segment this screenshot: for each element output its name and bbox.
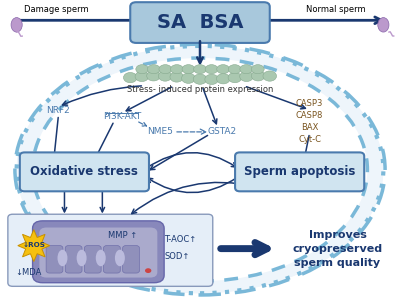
FancyBboxPatch shape (104, 246, 120, 273)
Circle shape (145, 268, 151, 273)
Ellipse shape (182, 65, 195, 74)
Ellipse shape (194, 65, 206, 74)
Ellipse shape (228, 72, 242, 83)
Ellipse shape (182, 73, 195, 83)
FancyBboxPatch shape (235, 152, 364, 191)
Text: T-AOC↑: T-AOC↑ (164, 235, 196, 244)
Ellipse shape (240, 65, 253, 74)
Ellipse shape (11, 18, 22, 32)
FancyBboxPatch shape (130, 2, 270, 43)
Ellipse shape (205, 65, 218, 74)
Ellipse shape (216, 74, 230, 84)
FancyBboxPatch shape (46, 246, 63, 273)
Ellipse shape (58, 250, 68, 266)
Text: Sperm apoptosis: Sperm apoptosis (244, 165, 355, 178)
Text: Improves
cryopreserved
sperm quality: Improves cryopreserved sperm quality (292, 230, 382, 268)
Text: Oxidative stress: Oxidative stress (30, 165, 138, 178)
FancyBboxPatch shape (32, 221, 164, 283)
Polygon shape (18, 230, 50, 261)
FancyBboxPatch shape (65, 246, 82, 273)
Text: Stress- induced protein expression: Stress- induced protein expression (127, 85, 273, 94)
Ellipse shape (147, 65, 160, 74)
Ellipse shape (159, 65, 172, 74)
Ellipse shape (135, 71, 149, 82)
FancyBboxPatch shape (8, 214, 213, 286)
Ellipse shape (251, 71, 265, 81)
Ellipse shape (96, 250, 106, 266)
Ellipse shape (170, 72, 184, 82)
Ellipse shape (228, 65, 241, 74)
Text: SOD↑: SOD↑ (164, 252, 190, 261)
Ellipse shape (252, 65, 264, 74)
Ellipse shape (240, 71, 253, 82)
FancyBboxPatch shape (39, 228, 157, 278)
Text: NME5: NME5 (147, 127, 173, 136)
Ellipse shape (77, 250, 86, 266)
Text: PI3K-AKT: PI3K-AKT (103, 112, 141, 121)
Ellipse shape (170, 65, 183, 74)
FancyBboxPatch shape (123, 246, 140, 273)
Ellipse shape (17, 46, 383, 293)
Ellipse shape (115, 250, 125, 266)
FancyBboxPatch shape (84, 246, 101, 273)
Ellipse shape (124, 72, 137, 83)
Text: Normal sperm: Normal sperm (306, 5, 365, 14)
Text: ↓MDA: ↓MDA (16, 268, 42, 277)
Ellipse shape (147, 71, 160, 81)
Text: NRF2: NRF2 (47, 106, 70, 115)
Text: CASP3
CASP8
BAX
Cyt-C: CASP3 CASP8 BAX Cyt-C (296, 99, 323, 144)
Ellipse shape (217, 65, 230, 74)
Text: MMP ↑: MMP ↑ (108, 231, 137, 240)
Text: Damage sperm: Damage sperm (24, 5, 89, 14)
FancyBboxPatch shape (20, 152, 149, 191)
Ellipse shape (17, 46, 383, 293)
Text: SA  BSA: SA BSA (157, 13, 243, 32)
Text: GSTA2: GSTA2 (207, 127, 236, 136)
Ellipse shape (32, 58, 368, 281)
Ellipse shape (158, 71, 172, 81)
Ellipse shape (205, 74, 218, 85)
Ellipse shape (378, 18, 389, 32)
Text: ↓ROS: ↓ROS (22, 242, 45, 248)
Ellipse shape (136, 65, 148, 74)
Ellipse shape (263, 71, 276, 81)
Ellipse shape (193, 74, 207, 84)
